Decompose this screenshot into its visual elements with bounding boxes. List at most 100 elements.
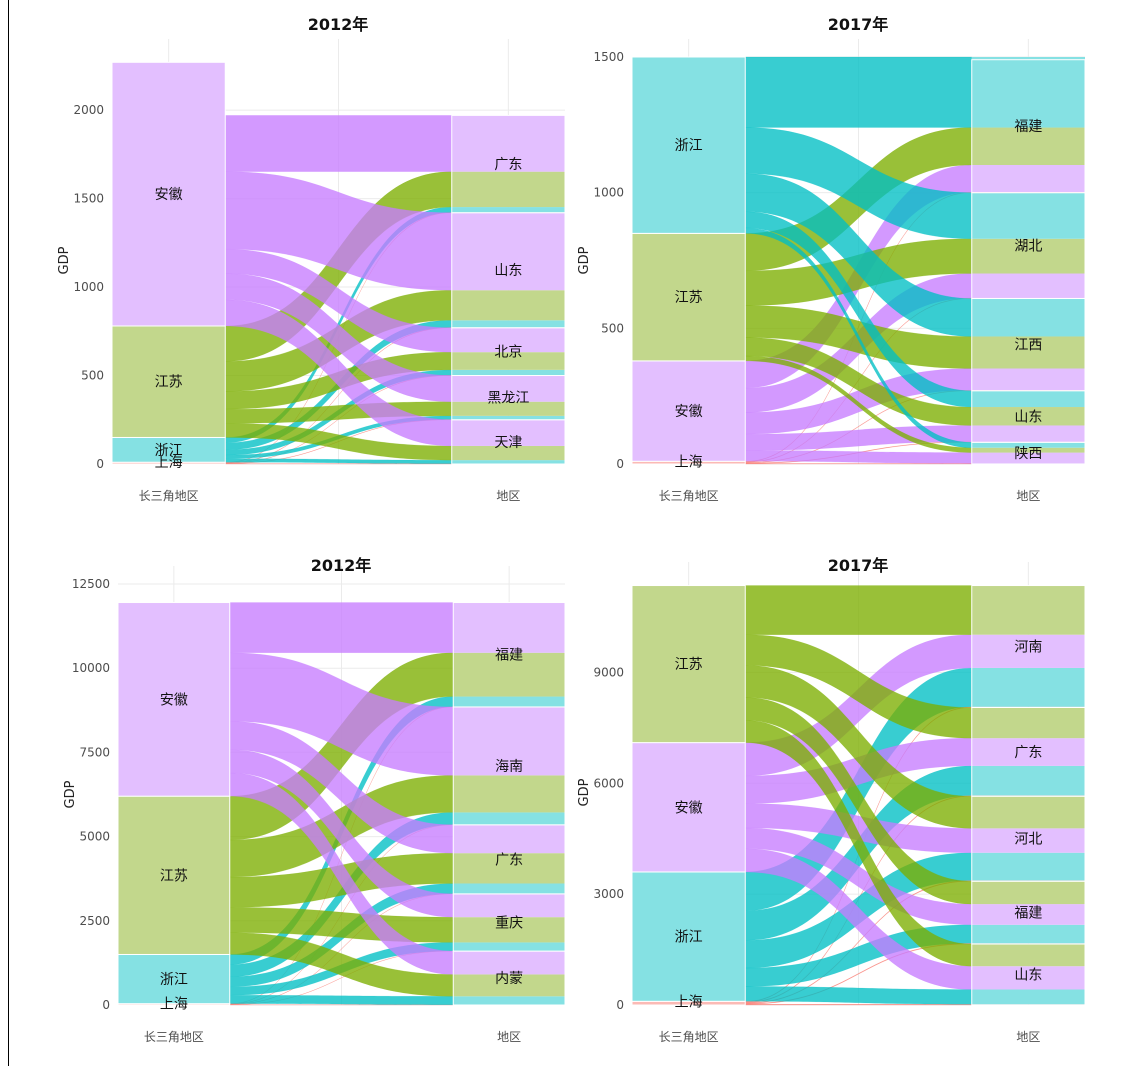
y-tick-label: 0 — [96, 457, 104, 471]
right-stratum-label: 湖北 — [1014, 239, 1042, 255]
right-stratum-segment — [971, 238, 1085, 274]
right-stratum-segment — [453, 917, 565, 943]
left-stratum-label: 江苏 — [675, 657, 703, 673]
y-axis-label: GDP — [577, 778, 592, 806]
y-tick-label: 3000 — [593, 887, 624, 901]
right-stratum-label: 福建 — [1014, 906, 1042, 922]
y-tick-label: 7500 — [79, 745, 110, 759]
right-stratum-label: 山东 — [494, 263, 522, 279]
right-stratum-segment — [451, 212, 565, 291]
right-stratum-box — [451, 114, 566, 214]
left-stratum-label: 上海 — [160, 997, 188, 1013]
right-stratum-segment — [971, 164, 1085, 193]
flows-layer — [745, 56, 972, 465]
right-stratum-segment — [451, 115, 565, 172]
right-stratum-label: 山东 — [1014, 968, 1042, 984]
right-stratum-label: 广东 — [494, 157, 522, 173]
right-stratum-label: 黑龙江 — [487, 391, 529, 407]
right-stratum-segment — [971, 336, 1085, 369]
right-stratum-segment — [453, 996, 565, 1005]
right-stratum-label: 北京 — [494, 345, 522, 361]
right-stratum-segment — [453, 942, 565, 951]
right-stratum-segment — [971, 924, 1085, 944]
y-tick-label: 0 — [102, 998, 110, 1012]
right-stratum-segment — [453, 951, 565, 975]
y-tick-label: 10000 — [72, 661, 110, 675]
right-stratum-label: 山东 — [1014, 410, 1042, 426]
left-stratum-box — [117, 953, 231, 1005]
chart-title: 2012年 — [311, 556, 372, 575]
right-stratum-segment — [451, 445, 565, 461]
x-axis-label: 长三角地区 — [659, 1030, 719, 1044]
right-stratum-segment — [971, 904, 1085, 925]
left-stratum-box — [631, 871, 746, 1002]
right-stratum-segment — [451, 290, 565, 321]
right-stratum-segment — [451, 171, 565, 208]
right-stratum-segment — [451, 207, 565, 213]
flows-layer — [229, 602, 454, 1006]
flow-band — [745, 986, 972, 1005]
left-stratum-label: 浙江 — [675, 930, 703, 946]
x-axis-label: 地区 — [496, 489, 520, 503]
left-stratum-box — [111, 325, 226, 438]
chart-title: 2017年 — [828, 15, 889, 34]
left-stratum-label: 安徽 — [675, 404, 703, 420]
y-tick-label: 2000 — [73, 103, 104, 117]
flow-band — [745, 450, 972, 464]
right-stratum-segment — [451, 375, 565, 402]
right-stratum-box — [971, 585, 1086, 708]
right-stratum-segment — [453, 853, 565, 884]
flows-layer — [745, 585, 972, 1006]
y-tick-label: 2500 — [79, 914, 110, 928]
x-axis-label: 长三角地区 — [144, 1030, 204, 1044]
y-tick-label: 0 — [616, 457, 624, 471]
left-stratum-label: 浙江 — [160, 972, 188, 988]
right-stratum-segment — [971, 57, 1085, 128]
right-stratum-label: 重庆 — [495, 915, 523, 931]
y-tick-label: 1000 — [593, 186, 624, 200]
right-stratum-segment — [453, 775, 565, 813]
y-tick-label: 5000 — [79, 830, 110, 844]
right-stratum-segment — [971, 634, 1085, 668]
left-stratum-label: 浙江 — [675, 138, 703, 154]
left-stratum-box — [117, 602, 231, 797]
left-stratum-label: 江苏 — [160, 868, 188, 884]
x-axis-label: 地区 — [1016, 489, 1040, 503]
left-stratum-box — [117, 795, 231, 955]
right-stratum-segment — [451, 415, 565, 420]
right-stratum-segment — [453, 706, 565, 776]
y-tick-label: 6000 — [593, 776, 624, 790]
y-tick-label: 9000 — [593, 665, 624, 679]
y-tick-label: 1500 — [593, 50, 624, 64]
left-stratum-label: 安徽 — [155, 187, 183, 203]
right-stratum-segment — [971, 298, 1085, 337]
right-stratum-label: 广东 — [1014, 745, 1042, 761]
y-tick-label: 500 — [81, 369, 104, 383]
right-stratum-segment — [971, 738, 1085, 766]
right-stratum-segment — [971, 390, 1085, 408]
right-stratum-segment — [453, 824, 565, 854]
x-axis-label: 地区 — [497, 1030, 521, 1044]
flow-band — [225, 115, 452, 172]
y-axis-label: GDP — [577, 246, 592, 274]
right-stratum-segment — [453, 602, 565, 653]
right-stratum-segment — [971, 966, 1085, 990]
right-stratum-segment — [971, 192, 1085, 239]
right-stratum-segment — [971, 852, 1085, 881]
right-stratum-segment — [451, 401, 565, 416]
right-stratum-label: 河南 — [1014, 640, 1042, 656]
right-stratum-label: 内蒙 — [495, 971, 523, 987]
left-stratum-box — [631, 232, 746, 362]
right-stratum-segment — [971, 442, 1085, 448]
right-stratum-segment — [451, 460, 565, 464]
right-stratum-segment — [971, 585, 1085, 635]
left-stratum-box — [631, 56, 746, 234]
y-tick-label: 500 — [601, 321, 624, 335]
right-stratum-label: 天津 — [494, 435, 522, 451]
right-stratum-segment — [453, 883, 565, 894]
flows-layer — [225, 115, 452, 465]
flow-band — [745, 585, 972, 635]
